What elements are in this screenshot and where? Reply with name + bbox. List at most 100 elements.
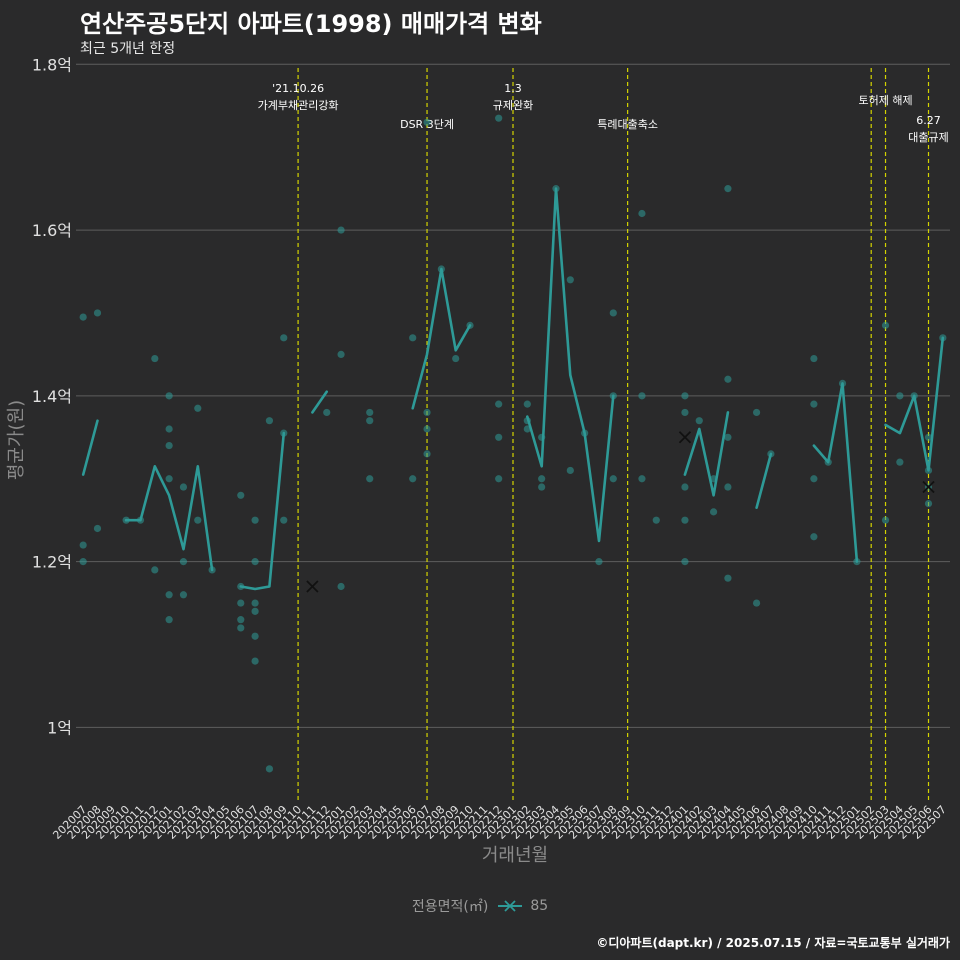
series-line-segment	[124, 464, 214, 572]
scatter-point	[151, 354, 159, 363]
scatter-point	[523, 400, 531, 408]
scatter-point	[165, 441, 173, 450]
scatter-point	[280, 334, 288, 342]
scatter-point	[810, 475, 818, 483]
scatter-point	[681, 516, 689, 524]
scatter-point	[924, 433, 933, 441]
scatter-point	[709, 508, 718, 516]
scatter-point	[452, 354, 460, 363]
scatter-point	[179, 558, 188, 566]
y-axis-label: 평균가(원)	[6, 400, 27, 480]
series-line-segment	[311, 390, 329, 414]
scatter-point	[79, 541, 87, 549]
scatter-point	[151, 566, 159, 574]
event-label: 6.27	[916, 114, 941, 127]
scatter-point	[194, 404, 202, 412]
scatter-point	[896, 392, 904, 400]
scatter-point	[681, 392, 689, 400]
series-line-segment	[755, 452, 773, 510]
scatter-point	[881, 321, 890, 329]
source-caption: ©디아파트(dapt.kr) / 2025.07.15 / 자료=국토교통부 실…	[596, 936, 950, 950]
scatter-point	[251, 632, 259, 640]
scatter-point	[538, 483, 546, 491]
scatter-point	[79, 313, 87, 321]
event-label: 토허제 해제	[858, 93, 912, 107]
scatter-point	[93, 309, 102, 317]
scatter-point	[337, 350, 345, 358]
scatter-point	[638, 475, 646, 483]
series-line-segment	[239, 431, 286, 591]
scatter-point	[695, 417, 703, 425]
scatter-point	[638, 392, 646, 400]
cross-marker	[922, 480, 935, 494]
series-line-segment	[411, 267, 472, 410]
scatter-point	[366, 417, 374, 425]
cross-marker	[306, 580, 319, 593]
scatter-point	[423, 118, 431, 126]
scatter-point	[409, 334, 417, 342]
scatter-point	[194, 516, 202, 524]
scatter-point	[924, 500, 933, 508]
scatter-point	[179, 483, 188, 491]
y-tick-label: 1.8억	[32, 55, 72, 74]
scatter-point	[265, 417, 274, 425]
scatter-point	[165, 425, 173, 433]
scatter-point	[566, 276, 574, 284]
series-line-segment	[525, 187, 615, 543]
chart-title: 연산주공5단지 아파트(1998) 매매가격 변화	[80, 10, 542, 38]
event-label: '21.10.26	[272, 82, 324, 95]
y-tick-label: 1.6억	[32, 221, 72, 240]
scatter-point	[251, 516, 259, 524]
scatter-point	[165, 392, 173, 400]
scatter-point	[495, 475, 503, 483]
scatter-point	[251, 599, 259, 607]
scatter-point	[237, 624, 245, 632]
scatter-point	[366, 408, 374, 417]
scatter-point	[423, 425, 431, 433]
scatter-point	[79, 558, 87, 566]
scatter-point	[810, 533, 818, 541]
scatter-point	[810, 354, 818, 363]
scatter-point	[337, 582, 345, 591]
scatter-point	[165, 475, 173, 483]
scatter-point	[595, 558, 603, 566]
scatter-point	[681, 408, 689, 417]
legend: 전용면적(㎡) 85	[0, 896, 960, 916]
scatter-point	[681, 483, 689, 491]
series-line-segment	[884, 336, 945, 472]
scatter-point	[638, 209, 646, 218]
event-label: 대출규제	[908, 131, 948, 144]
event-label: 가계부채관리강화	[258, 99, 339, 112]
y-tick-label: 1.4억	[32, 387, 72, 406]
scatter-point	[423, 408, 431, 417]
scatter-point	[251, 607, 259, 615]
scatter-point	[280, 516, 288, 524]
scatter-point	[681, 558, 689, 566]
x-tick-layer: 2020072020082020092020102020112020122021…	[50, 803, 949, 842]
series-line-segment	[683, 411, 730, 497]
scatter-point	[896, 458, 904, 466]
legend-entry: 85	[530, 898, 549, 914]
scatter-point	[752, 599, 761, 607]
scatter-point	[609, 309, 617, 317]
scatter-point	[724, 433, 732, 441]
cross-marker	[678, 431, 692, 444]
scatter-point	[810, 400, 818, 408]
scatter-point	[93, 524, 102, 533]
chart-subtitle: 최근 5개년 한정	[80, 41, 176, 57]
marker-layer	[306, 431, 935, 593]
scatter-point	[495, 400, 503, 408]
scatter-point	[237, 491, 245, 499]
scatter-point	[337, 226, 345, 234]
y-tick-label: 1억	[47, 718, 72, 737]
event-label: 1.3	[504, 82, 522, 95]
scatter-point	[237, 599, 245, 607]
scatter-point	[165, 616, 173, 624]
scatter-point	[724, 483, 732, 491]
scatter-point	[366, 475, 374, 483]
grid-layer	[76, 63, 950, 728]
scatter-point	[566, 466, 574, 475]
scatter-point	[609, 475, 617, 483]
